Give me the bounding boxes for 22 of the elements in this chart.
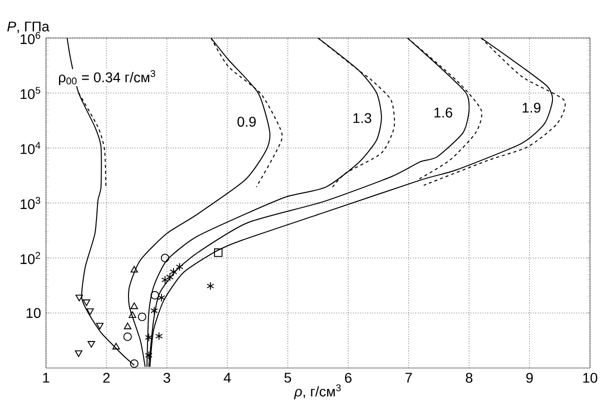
x-tick-label: 1 <box>43 372 50 382</box>
x-tick-label: 7 <box>405 372 412 382</box>
y-tick-label: 10$^{2}$ <box>20 252 40 264</box>
x-tick-label: 10 <box>583 372 598 383</box>
x-tick-label: 4 <box>224 372 231 382</box>
x-tick-label: 8 <box>466 372 472 383</box>
x-tick-label: 3 <box>164 372 170 383</box>
x-tick-label: 9 <box>526 372 533 383</box>
y-tick-label: 10$^{3}$ <box>20 196 40 210</box>
x-tick-label: 6 <box>345 372 352 383</box>
annotation: 1.6 <box>434 108 452 118</box>
x-axis-title: ρ, г/см$^{3}$ <box>294 384 341 400</box>
annotation: 1.9 <box>522 102 540 113</box>
y-tick-label: 10$^{6}$ <box>20 32 40 44</box>
y-tick-label: 10 <box>26 308 41 318</box>
annotation: 0.9 <box>237 116 256 127</box>
annotation: 1.3 <box>353 113 372 124</box>
y-tick-label: 10$^{5}$ <box>20 86 40 100</box>
y-tick-label: 10$^{4}$ <box>20 142 40 154</box>
x-tick-label: 2 <box>103 372 110 383</box>
x-tick-label: 5 <box>284 372 292 383</box>
annotation: ρ$_{00}$ = 0.34 г/см$^{3}$ <box>58 70 156 86</box>
